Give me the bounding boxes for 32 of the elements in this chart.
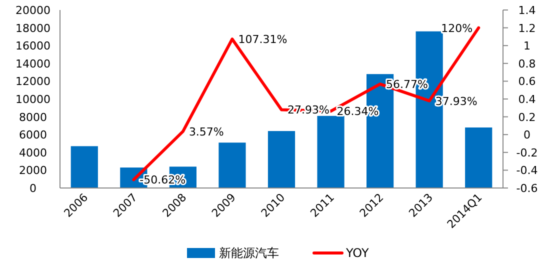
y-tick-label: 2000 (19, 164, 47, 178)
bar (218, 142, 246, 188)
legend-label: 新能源汽车 (219, 246, 279, 260)
y2-tick-label: 0 (524, 128, 530, 142)
y2-tick-label: 1 (524, 40, 530, 53)
y-tick-label: 16000 (16, 40, 50, 53)
y-tick-label: 8000 (19, 110, 47, 124)
y2-tick-label: 1.2 (518, 22, 536, 35)
y-tick-label: 20000 (16, 4, 50, 17)
data-label: 107.31% (238, 33, 288, 46)
bar (317, 116, 344, 188)
y-tick-label: 12000 (16, 75, 50, 88)
y2-tick-label: -0.6 (516, 182, 538, 195)
bar (268, 131, 296, 188)
legend-label: YOY (345, 246, 370, 260)
y-tick-label: 10000 (16, 93, 50, 106)
y-tick-label: 14000 (16, 57, 50, 70)
y-tick-label: 0 (30, 182, 36, 195)
y2-tick-label: -0.2 (516, 146, 538, 160)
y2-tick-label: 0.2 (518, 110, 536, 124)
data-label: 3.57% (188, 125, 224, 138)
y-tick-label: 18000 (16, 22, 50, 35)
bar (465, 127, 492, 188)
y2-tick-label: -0.4 (516, 164, 538, 178)
y2-tick-label: 0.6 (518, 75, 536, 88)
bar (70, 146, 98, 188)
data-label: 120% (441, 22, 473, 35)
y-tick-label: 6000 (19, 128, 47, 142)
y-tick-label: 4000 (19, 146, 47, 160)
y2-tick-label: 0.8 (518, 57, 536, 70)
y2-tick-label: 0.4 (518, 93, 536, 106)
y2-tick-label: 1.4 (518, 4, 536, 17)
